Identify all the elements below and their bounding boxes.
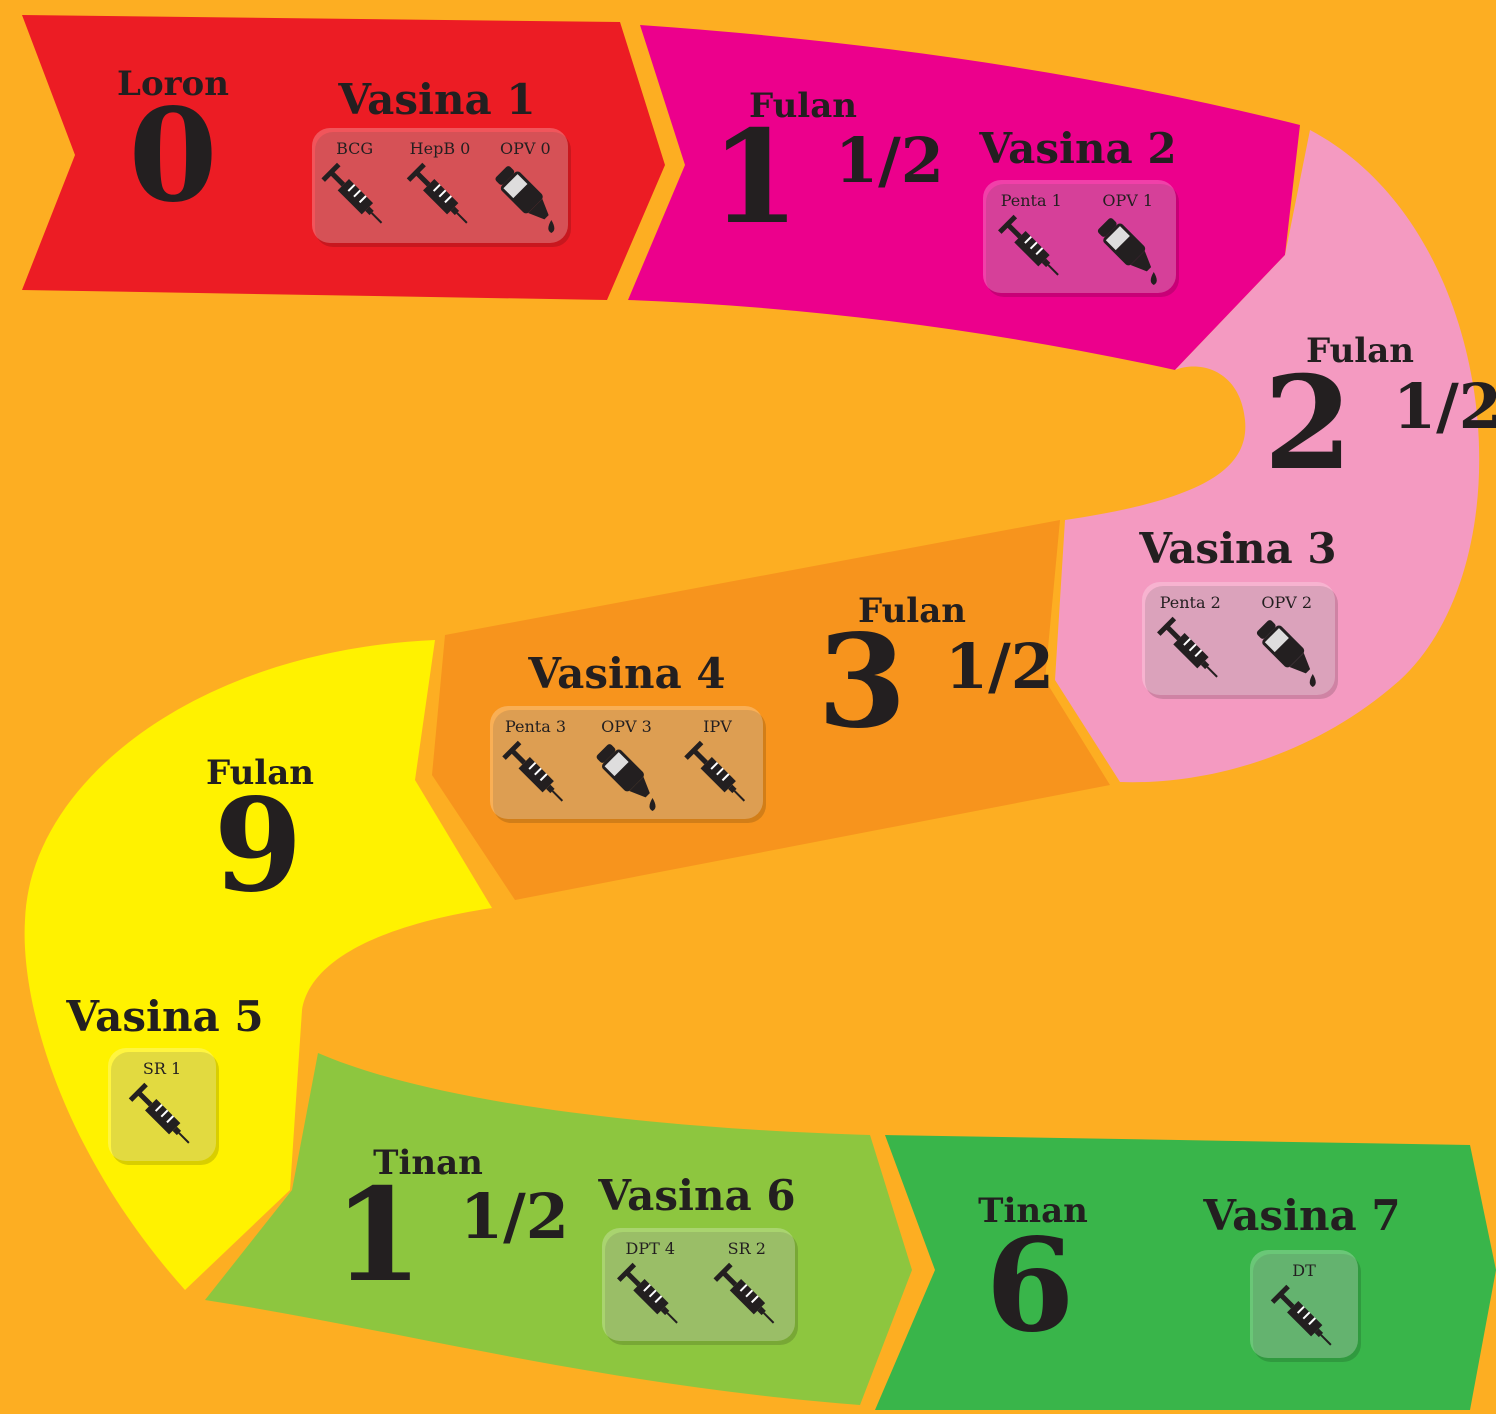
age-number: 2 bbox=[1263, 349, 1352, 499]
age-number: 1 bbox=[333, 1161, 422, 1311]
vaccination-title: Vasina 4 bbox=[527, 649, 725, 698]
vaccine-name: Penta 1 bbox=[1001, 191, 1062, 210]
vaccination-title: Vasina 1 bbox=[337, 75, 535, 124]
age-number: 0 bbox=[128, 81, 217, 231]
vaccine-name: Penta 2 bbox=[1160, 593, 1221, 612]
vaccine-name: OPV 0 bbox=[500, 139, 551, 158]
vaccine-name: OPV 3 bbox=[601, 717, 652, 736]
age-number: 3 bbox=[817, 607, 906, 757]
page: Loron0Vasina 1BCGHepB 0OPV 0Fulan11/2Vas… bbox=[0, 0, 1496, 1414]
vaccination-title: Vasina 7 bbox=[1202, 1191, 1400, 1240]
segment bbox=[875, 1135, 1496, 1410]
vaccination-title: Vasina 6 bbox=[597, 1171, 795, 1220]
vaccine-name: OPV 2 bbox=[1261, 593, 1312, 612]
vaccine-name: OPV 1 bbox=[1102, 191, 1153, 210]
age-fraction: 1/2 bbox=[945, 630, 1054, 703]
vaccine-name: BCG bbox=[336, 139, 373, 158]
vaccine-name: HepB 0 bbox=[410, 139, 471, 158]
vaccination-title: Vasina 3 bbox=[1138, 524, 1336, 573]
vaccine-name: IPV bbox=[703, 717, 732, 736]
age-number: 9 bbox=[213, 771, 302, 921]
age-fraction: 1/2 bbox=[1393, 370, 1496, 443]
vaccine-name: Penta 3 bbox=[505, 717, 566, 736]
vaccination-title: Vasina 5 bbox=[65, 992, 263, 1041]
vaccine-name: SR 1 bbox=[143, 1059, 181, 1078]
vaccination-board: Loron0Vasina 1BCGHepB 0OPV 0Fulan11/2Vas… bbox=[0, 0, 1496, 1414]
vaccine-name: SR 2 bbox=[728, 1239, 766, 1258]
age-fraction: 1/2 bbox=[460, 1180, 569, 1253]
age-fraction: 1/2 bbox=[835, 124, 944, 197]
age-number: 6 bbox=[985, 1211, 1074, 1361]
vaccination-title: Vasina 2 bbox=[978, 124, 1176, 173]
vaccine-name: DPT 4 bbox=[625, 1239, 675, 1258]
age-number: 1 bbox=[710, 103, 799, 253]
vaccine-name: DT bbox=[1292, 1261, 1316, 1280]
